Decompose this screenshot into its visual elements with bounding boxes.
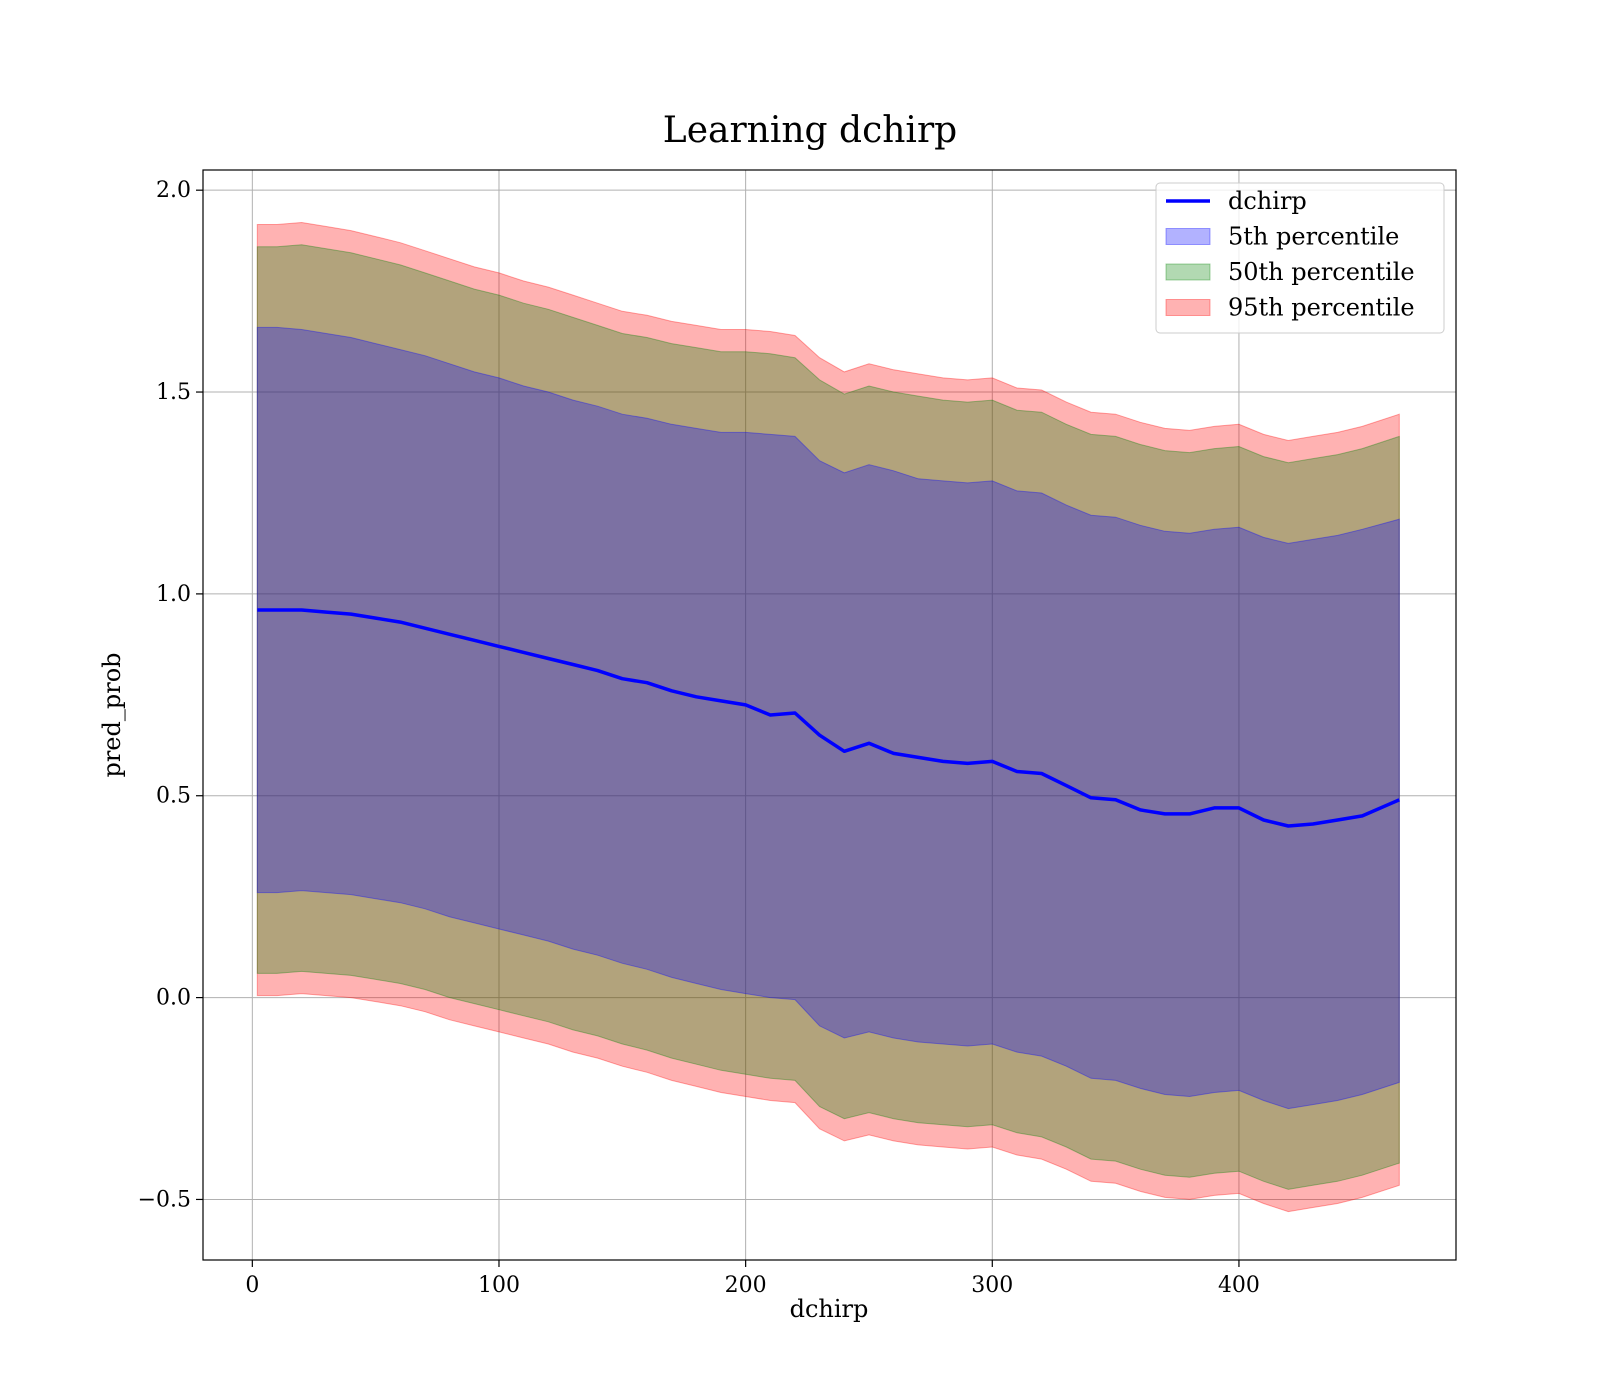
series-lines — [257, 608, 1400, 828]
legend-label: 95th percentile — [1228, 294, 1415, 322]
x-tick-label: 300 — [971, 1273, 1013, 1298]
y-tick-label: 0.0 — [156, 986, 191, 1011]
y-axis-label: pred_prob — [98, 652, 126, 777]
chart-title: Learning dchirp — [663, 110, 957, 151]
legend-label: 5th percentile — [1228, 223, 1399, 251]
band-5th-percentile — [256, 326, 1400, 1110]
y-tick-label: 0.5 — [156, 784, 191, 809]
legend-label: 50th percentile — [1228, 258, 1415, 286]
y-tick-label: 2.0 — [156, 178, 191, 203]
legend-label: dchirp — [1228, 187, 1307, 215]
legend: dchirp 5th percentile 50th percentile 95th … — [1155, 182, 1445, 334]
legend-swatch — [1165, 228, 1211, 245]
y-tick-label: 1.0 — [156, 582, 191, 607]
band-95th-percentile — [256, 221, 1400, 1213]
legend-swatch — [1165, 263, 1211, 281]
plot-frame — [202, 169, 1457, 1261]
x-tick-label: 100 — [478, 1273, 520, 1298]
grid — [203, 170, 1456, 1260]
percentile-bands — [256, 221, 1400, 1213]
legend-swatch — [1165, 299, 1211, 316]
x-axis-ticks: 0 100 200 300 400 — [245, 1260, 1260, 1298]
y-tick-label: −0.5 — [138, 1187, 191, 1212]
x-axis-label: dchirp — [790, 1295, 869, 1323]
y-tick-label: 1.5 — [156, 380, 191, 405]
legend-frame — [1155, 182, 1445, 334]
band-50th-percentile — [256, 244, 1400, 1190]
x-tick-label: 400 — [1218, 1273, 1260, 1298]
x-tick-label: 200 — [725, 1273, 767, 1298]
x-tick-label: 0 — [245, 1273, 259, 1298]
y-axis-ticks: −0.5 0.0 0.5 1.0 1.5 2.0 — [138, 178, 203, 1212]
